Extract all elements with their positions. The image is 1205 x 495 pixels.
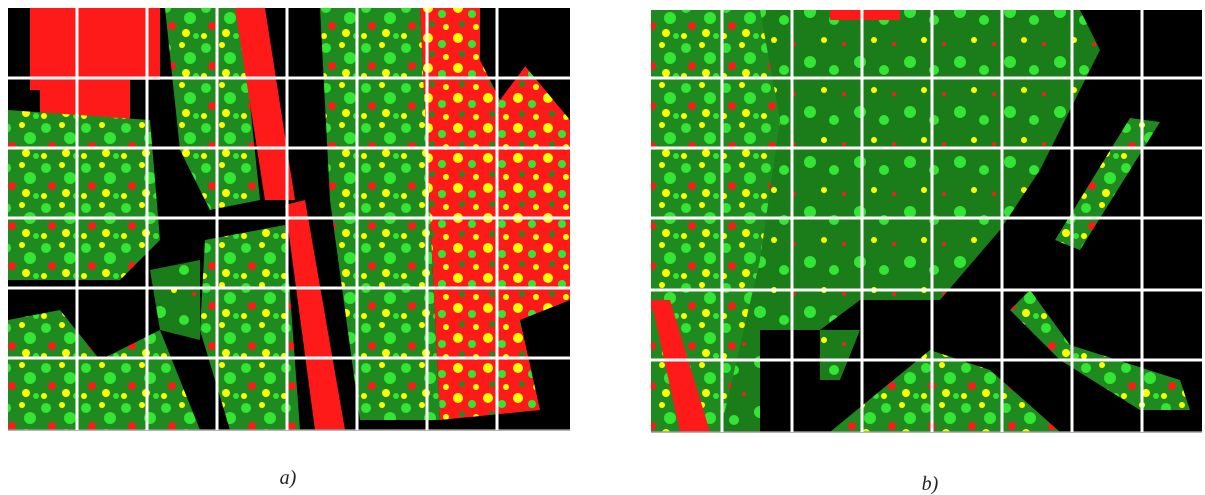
caption: b) [922, 473, 939, 495]
panel-a [8, 8, 570, 430]
figure: a) b) [0, 0, 1205, 495]
panel-b [651, 10, 1202, 432]
caption: a) [280, 467, 297, 489]
